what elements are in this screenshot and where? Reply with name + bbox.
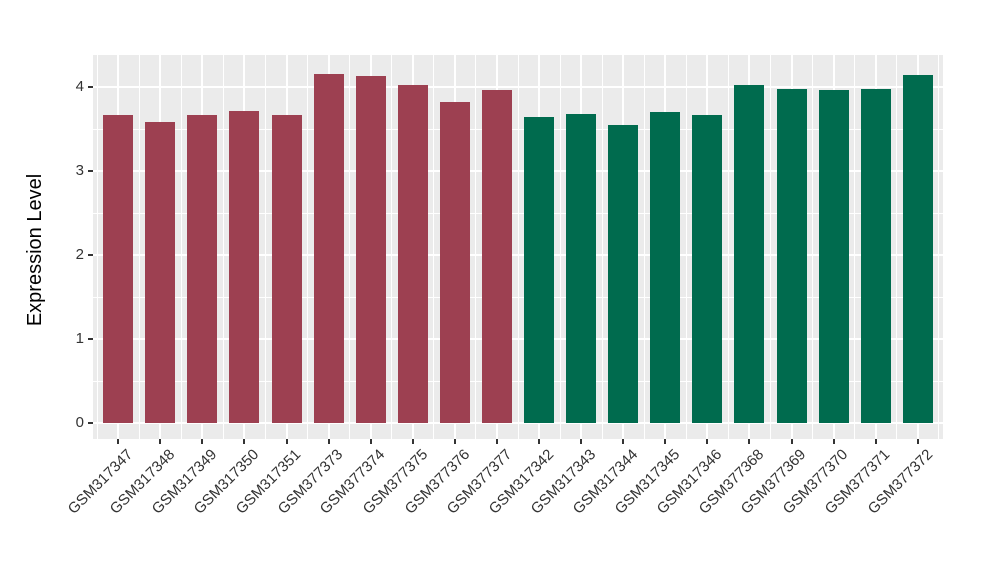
bar-GSM317348 (145, 122, 176, 423)
bar-GSM377370 (818, 89, 849, 423)
gridline-minor-vertical (517, 55, 519, 439)
gridline-minor-vertical (685, 55, 687, 439)
bar-GSM317349 (187, 114, 218, 423)
x-tick-mark (706, 439, 709, 444)
bar-GSM377377 (481, 89, 512, 423)
x-tick-mark (748, 439, 751, 444)
gridline-minor-vertical (138, 55, 140, 439)
bar-GSM317351 (271, 114, 302, 423)
bar-GSM377372 (902, 75, 933, 423)
y-tick-mark (88, 86, 93, 88)
gridline-major-horizontal (93, 254, 943, 256)
y-tick-label: 1 (75, 330, 84, 347)
gridline-minor-vertical (222, 55, 224, 439)
x-tick-mark (411, 439, 414, 444)
y-tick-mark (88, 338, 93, 340)
gridline-minor-vertical (307, 55, 309, 439)
x-tick-mark (243, 439, 246, 444)
y-tick-label: 4 (75, 78, 84, 95)
gridline-minor-vertical (812, 55, 814, 439)
x-tick-mark (201, 439, 204, 444)
gridline-minor-vertical (559, 55, 561, 439)
x-tick-mark (622, 439, 625, 444)
gridline-minor-vertical (265, 55, 267, 439)
x-tick-mark (453, 439, 456, 444)
y-tick-mark (88, 170, 93, 172)
gridline-minor-vertical (391, 55, 393, 439)
y-tick-mark (88, 422, 93, 424)
bar-GSM377371 (860, 88, 891, 423)
x-tick-mark (369, 439, 372, 444)
x-tick-mark (117, 439, 120, 444)
bar-GSM377368 (734, 85, 765, 423)
y-tick-label: 2 (75, 246, 84, 263)
bar-GSM377374 (355, 76, 386, 423)
gridline-minor-vertical (180, 55, 182, 439)
bar-GSM317347 (103, 114, 134, 423)
bar-GSM317346 (692, 114, 723, 423)
gridline-major-horizontal (93, 86, 943, 88)
plot-panel (93, 55, 943, 439)
x-tick-mark (159, 439, 162, 444)
x-tick-mark (664, 439, 667, 444)
bar-GSM317350 (229, 110, 260, 423)
bar-GSM377373 (313, 74, 344, 423)
x-tick-mark (874, 439, 877, 444)
x-tick-mark (916, 439, 919, 444)
gridline-minor-vertical (349, 55, 351, 439)
gridline-major-horizontal (93, 170, 943, 172)
y-tick-label: 0 (75, 414, 84, 431)
x-tick-mark (790, 439, 793, 444)
x-tick-mark (495, 439, 498, 444)
bar-GSM317344 (608, 124, 639, 423)
bar-GSM317345 (650, 112, 681, 423)
gridline-minor-vertical (601, 55, 603, 439)
bar-GSM317342 (524, 117, 555, 423)
x-tick-mark (580, 439, 583, 444)
gridline-major-horizontal (93, 338, 943, 340)
gridline-minor-vertical (433, 55, 435, 439)
x-tick-mark (327, 439, 330, 444)
gridline-minor-vertical (475, 55, 477, 439)
y-tick-label: 3 (75, 162, 84, 179)
gridline-minor-vertical (96, 55, 98, 439)
gridline-minor-vertical (854, 55, 856, 439)
gridline-minor-vertical (896, 55, 898, 439)
gridline-major-horizontal (93, 422, 943, 424)
gridline-minor-vertical (643, 55, 645, 439)
gridline-minor-vertical (938, 55, 940, 439)
bar-GSM377375 (397, 85, 428, 423)
x-tick-mark (285, 439, 288, 444)
bar-GSM317343 (566, 113, 597, 423)
bar-GSM377369 (776, 88, 807, 423)
gridline-minor-vertical (727, 55, 729, 439)
gridline-minor-vertical (769, 55, 771, 439)
y-tick-mark (88, 254, 93, 256)
x-tick-mark (538, 439, 541, 444)
x-tick-mark (832, 439, 835, 444)
bar-GSM377376 (439, 102, 470, 423)
